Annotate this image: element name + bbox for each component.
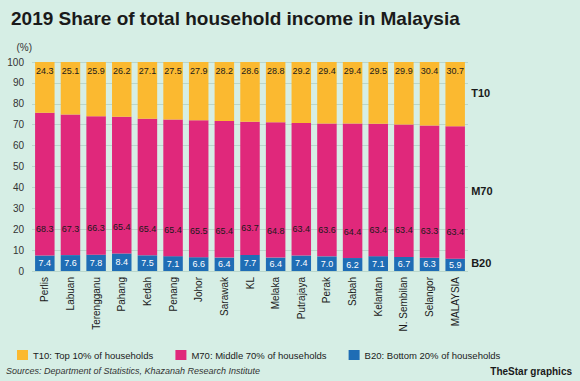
svg-text:B20: B20 [471,257,491,269]
svg-text:80: 80 [13,98,25,109]
svg-text:N. Sembilan: N. Sembilan [398,277,409,331]
svg-text:(%): (%) [16,42,32,53]
svg-text:T10: T10 [471,87,490,99]
svg-text:6.3: 6.3 [423,259,436,269]
svg-text:63.6: 63.6 [318,225,336,235]
svg-text:Penang: Penang [168,277,179,311]
svg-text:Selangor: Selangor [424,276,435,317]
svg-text:Pahang: Pahang [116,277,127,311]
svg-text:65.4: 65.4 [139,224,157,234]
svg-text:2019 Share of total household: 2019 Share of total household income in … [11,8,460,29]
svg-text:8.4: 8.4 [116,257,129,267]
svg-text:60: 60 [13,140,25,151]
svg-text:25.9: 25.9 [87,66,105,76]
svg-text:Perak: Perak [321,276,332,303]
svg-text:28.6: 28.6 [241,66,259,76]
svg-text:6.2: 6.2 [346,260,359,270]
svg-text:Sources: Department of Statist: Sources: Department of Statistics, Khaza… [6,366,260,376]
svg-text:63.3: 63.3 [421,226,439,236]
svg-text:Kedah: Kedah [142,277,153,306]
svg-text:65.4: 65.4 [164,225,182,235]
svg-text:25.1: 25.1 [62,66,80,76]
svg-text:M70: Middle 70% of households: M70: Middle 70% of households [191,350,326,361]
svg-text:29.4: 29.4 [318,66,336,76]
svg-text:6.4: 6.4 [269,259,282,269]
svg-text:29.4: 29.4 [344,66,362,76]
svg-text:24.3: 24.3 [36,66,54,76]
svg-text:Labuan: Labuan [65,277,76,310]
svg-text:M70: M70 [471,185,492,197]
svg-text:63.4: 63.4 [446,227,464,237]
svg-text:7.8: 7.8 [90,258,103,268]
svg-text:7.4: 7.4 [39,258,52,268]
svg-text:65.5: 65.5 [190,226,208,236]
svg-text:27.9: 27.9 [190,66,208,76]
svg-text:70: 70 [13,119,25,130]
svg-text:30.4: 30.4 [421,66,439,76]
svg-text:64.8: 64.8 [267,226,285,236]
svg-text:29.5: 29.5 [369,66,387,76]
svg-text:Sarawak: Sarawak [219,276,230,316]
svg-text:6.4: 6.4 [218,259,231,269]
svg-text:63.4: 63.4 [293,224,311,234]
svg-text:65.4: 65.4 [216,226,234,236]
svg-text:27.1: 27.1 [139,66,157,76]
svg-text:20: 20 [13,224,25,235]
svg-text:7.1: 7.1 [167,259,180,269]
svg-text:Melaka: Melaka [270,277,281,310]
svg-text:7.4: 7.4 [295,258,308,268]
svg-text:7.5: 7.5 [141,258,154,268]
svg-text:10: 10 [13,245,25,256]
svg-text:0: 0 [18,266,24,277]
svg-text:50: 50 [13,161,25,172]
svg-text:30.7: 30.7 [446,66,464,76]
svg-text:Kelantan: Kelantan [373,277,384,316]
svg-text:TheStar graphics: TheStar graphics [490,366,572,377]
svg-text:MALAYSIA: MALAYSIA [450,277,461,327]
svg-text:30: 30 [13,203,25,214]
svg-text:63.7: 63.7 [241,223,259,233]
svg-text:68.3: 68.3 [36,224,54,234]
svg-text:Johor: Johor [193,276,204,302]
svg-text:90: 90 [13,77,25,88]
svg-text:63.4: 63.4 [369,225,387,235]
svg-text:6.6: 6.6 [192,259,205,269]
svg-text:7.0: 7.0 [321,259,334,269]
svg-text:64.4: 64.4 [344,227,362,237]
svg-text:65.4: 65.4 [113,222,131,232]
svg-text:5.9: 5.9 [449,260,462,270]
svg-text:27.5: 27.5 [164,66,182,76]
svg-text:Putrajaya: Putrajaya [296,277,307,320]
svg-text:7.1: 7.1 [372,259,385,269]
svg-text:26.2: 26.2 [113,66,131,76]
svg-text:Terengganu: Terengganu [91,277,102,330]
svg-text:63.4: 63.4 [395,225,413,235]
svg-text:KL: KL [245,277,256,290]
svg-text:Sabah: Sabah [347,277,358,306]
svg-text:Perlis: Perlis [39,277,50,302]
svg-text:67.3: 67.3 [62,224,80,234]
svg-text:29.2: 29.2 [293,66,311,76]
svg-text:7.6: 7.6 [64,258,77,268]
svg-text:28.2: 28.2 [216,66,234,76]
svg-text:40: 40 [13,182,25,193]
svg-text:7.7: 7.7 [244,258,257,268]
svg-text:29.9: 29.9 [395,66,413,76]
svg-text:100: 100 [7,57,24,68]
svg-text:T10: Top 10% of households: T10: Top 10% of households [33,350,153,361]
svg-text:66.3: 66.3 [87,223,105,233]
svg-text:28.8: 28.8 [267,66,285,76]
svg-text:B20: Bottom 20% of households: B20: Bottom 20% of households [365,350,501,361]
svg-text:6.7: 6.7 [398,259,411,269]
